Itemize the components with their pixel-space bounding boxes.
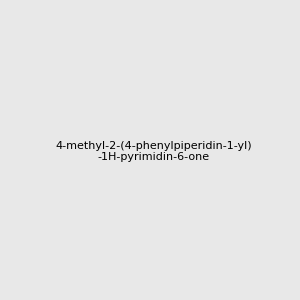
Text: 4-methyl-2-(4-phenylpiperidin-1-yl)
-1H-pyrimidin-6-one: 4-methyl-2-(4-phenylpiperidin-1-yl) -1H-… bbox=[56, 141, 252, 162]
